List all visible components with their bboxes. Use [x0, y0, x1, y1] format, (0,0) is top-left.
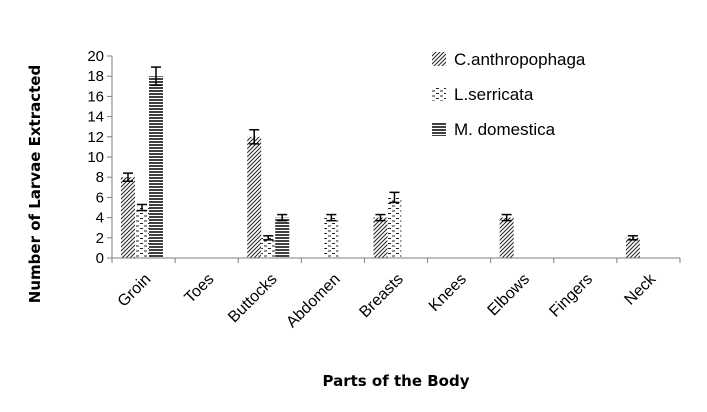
x-tick-label: Breasts — [356, 271, 406, 321]
y-tick-label: 6 — [96, 189, 104, 206]
y-tick-label: 10 — [87, 149, 104, 166]
legend-swatch — [432, 122, 446, 136]
bar — [387, 197, 402, 258]
y-tick-label: 2 — [96, 230, 104, 247]
bar — [275, 217, 290, 258]
legend-swatch — [432, 52, 446, 66]
y-tick-label: 20 — [87, 48, 104, 65]
y-tick-label: 8 — [96, 169, 104, 186]
bar — [261, 237, 276, 258]
x-axis-title: Parts of the Body — [323, 372, 470, 390]
legend-label: C.anthropophaga — [454, 50, 586, 69]
bar — [247, 136, 262, 258]
legend-label: L.serricata — [454, 85, 534, 104]
bar — [625, 237, 640, 258]
y-axis-title: Number of Larvae Extracted — [26, 65, 44, 303]
y-tick-label: 16 — [87, 88, 104, 105]
x-tick-label: Elbows — [485, 271, 533, 319]
y-tick-label: 14 — [87, 109, 104, 126]
bar — [135, 207, 149, 258]
y-tick-label: 4 — [96, 210, 104, 227]
bar — [373, 217, 388, 258]
y-tick-label: 18 — [87, 68, 104, 85]
x-tick-label: Toes — [182, 271, 218, 307]
legend-label: M. domestica — [454, 120, 556, 139]
bar — [149, 76, 163, 258]
x-tick-label: Neck — [621, 270, 660, 309]
x-tick-label: Buttocks — [225, 271, 280, 326]
x-tick-label: Knees — [426, 271, 470, 315]
x-tick-label: Fingers — [546, 271, 596, 321]
y-tick-label: 12 — [87, 129, 104, 146]
legend-swatch — [432, 87, 446, 101]
x-tick-label: Groin — [115, 271, 155, 311]
y-tick-label: 0 — [96, 250, 104, 267]
bar — [324, 217, 339, 258]
bar — [121, 177, 135, 258]
plot-area: 0 2 4 6 8 10 12 14 16 18 20 Groin Toes Buttocks Abdome… — [87, 48, 681, 331]
bar — [499, 217, 514, 258]
legend: C.anthropophaga L.serricata M. domestica — [432, 50, 586, 139]
x-tick-label: Abdomen — [283, 271, 343, 331]
